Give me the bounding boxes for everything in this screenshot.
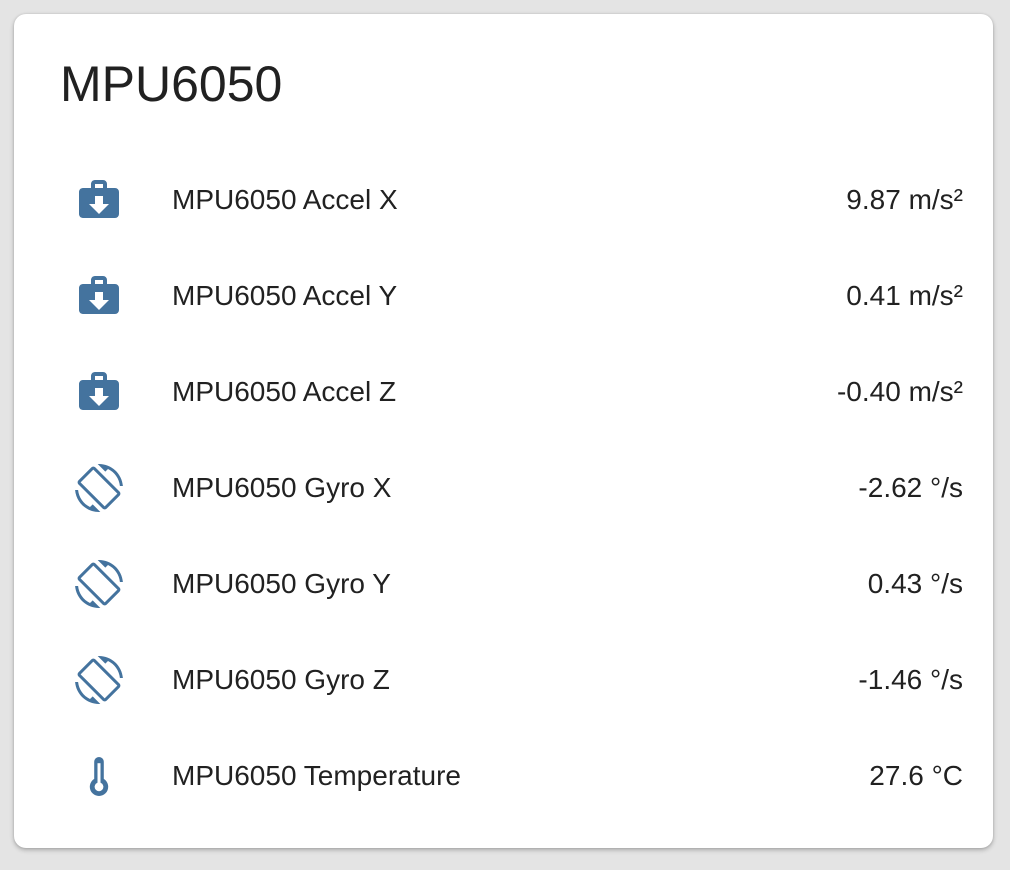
entities-card: MPU6050 MPU6050 Accel X 9.87 m/s² MPU605… xyxy=(14,14,993,848)
entity-row[interactable]: MPU6050 Gyro X -2.62 °/s xyxy=(75,440,963,536)
entity-row[interactable]: MPU6050 Accel Y 0.41 m/s² xyxy=(75,248,963,344)
entity-row[interactable]: MPU6050 Gyro Y 0.43 °/s xyxy=(75,536,963,632)
entity-name: MPU6050 Temperature xyxy=(172,760,461,791)
entity-name: MPU6050 Gyro X xyxy=(172,472,392,503)
entity-state: 9.87 m/s² xyxy=(846,184,963,215)
entity-name: MPU6050 Accel X xyxy=(172,184,398,215)
entity-name: MPU6050 Accel Z xyxy=(172,376,397,407)
entity-list: MPU6050 Accel X 9.87 m/s² MPU6050 Accel … xyxy=(14,152,993,824)
screen-rotation-icon xyxy=(75,656,123,704)
card-title: MPU6050 xyxy=(60,56,283,112)
thermometer-icon xyxy=(75,752,123,800)
entity-state: -2.62 °/s xyxy=(858,472,963,503)
entity-row[interactable]: MPU6050 Accel X 9.87 m/s² xyxy=(75,152,963,248)
entity-state: -0.40 m/s² xyxy=(836,376,963,407)
briefcase-download-icon xyxy=(75,368,123,416)
entity-state: 0.41 m/s² xyxy=(846,280,963,311)
briefcase-download-icon xyxy=(75,272,123,320)
screen-rotation-icon xyxy=(75,464,123,512)
entity-row[interactable]: MPU6050 Temperature 27.6 °C xyxy=(75,728,963,824)
entity-name: MPU6050 Gyro Z xyxy=(172,664,390,695)
entity-state: 0.43 °/s xyxy=(867,568,963,599)
entity-row[interactable]: MPU6050 Accel Z -0.40 m/s² xyxy=(75,344,963,440)
entity-name: MPU6050 Gyro Y xyxy=(172,568,391,599)
entity-name: MPU6050 Accel Y xyxy=(172,280,398,311)
entity-state: 27.6 °C xyxy=(869,760,963,791)
entity-state: -1.46 °/s xyxy=(858,664,963,695)
briefcase-download-icon xyxy=(75,176,123,224)
entity-row[interactable]: MPU6050 Gyro Z -1.46 °/s xyxy=(75,632,963,728)
screen-rotation-icon xyxy=(75,560,123,608)
